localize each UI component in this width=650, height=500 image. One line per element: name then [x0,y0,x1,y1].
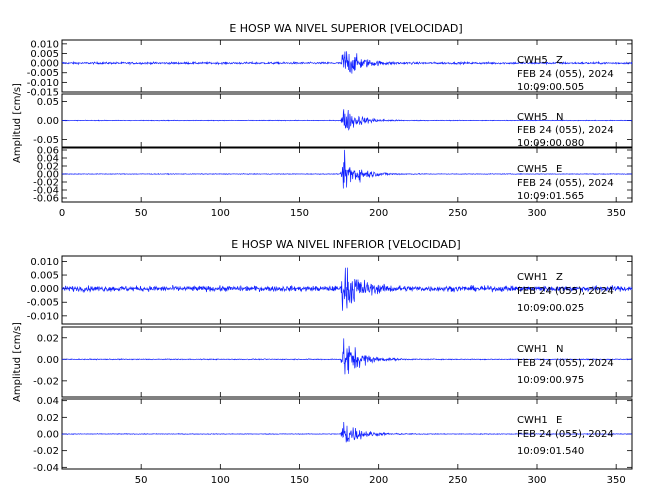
y-tick-label: -0.005 [27,298,59,309]
y-tick-label: 0.000 [30,284,59,295]
panel-frame [61,39,633,93]
x-tick-label: 350 [607,208,626,219]
y-tick-label: -0.04 [33,463,59,474]
channel-time: 10:09:01.540 [517,446,584,457]
x-tick-label: 200 [369,475,388,486]
y-tick-label: 0.00 [37,355,59,366]
y-tick-label: 0.04 [37,396,59,407]
waveform-trace [61,109,633,131]
channel-date: FEB 24 (055), 2024 [517,69,614,80]
upper-chart-title: E HOSP WA NIVEL SUPERIOR [VELOCIDAD] [229,22,462,35]
y-tick-label: -0.010 [27,78,59,89]
y-tick-label: -0.04 [33,186,59,197]
lower-x-axis-ticks: 50 100 150 200 250 300 350 [135,256,626,486]
y-tick-label: 0.00 [37,430,59,441]
channel-date: FEB 24 (055), 2024 [517,125,614,136]
channel-time: 10:09:00.505 [517,82,584,93]
upper-x-axis-ticks: 0 50 100 150 200 250 300 350 [59,40,626,219]
waveform-trace [61,51,633,74]
x-tick-label: 150 [290,208,309,219]
waveform-trace [61,149,633,189]
y-tick-label: 0.04 [37,154,59,165]
channel-date: FEB 24 (055), 2024 [517,358,614,369]
panel-cwh5-n: 0.050.00-0.05 CWH5 N FEB 24 (055), 2024 … [33,93,633,149]
channel-station: CWH1 [517,415,548,426]
x-tick-label: 50 [135,208,148,219]
channel-station: CWH5 [517,55,548,66]
channel-component: N [556,344,563,355]
panel-cwh1-n: 0.020.00-0.02 CWH1 N FEB 24 (055), 2024 … [33,326,633,398]
y-tick-label: -0.005 [27,68,59,79]
y-tick-label: 0.02 [37,162,59,173]
panel-frame [61,255,633,325]
channel-component: E [556,415,562,426]
lower-chart-title: E HOSP WA NIVEL INFERIOR [VELOCIDAD] [231,238,460,251]
channel-time: 10:09:00.080 [517,138,584,149]
channel-date: FEB 24 (055), 2024 [517,429,614,440]
channel-component: Z [556,272,563,283]
y-tick-label: 0.010 [30,39,59,50]
panel-cwh1-z: 0.010 0.005 0.000 -0.005 -0.010 CWH1 Z FEB 2… [27,255,633,325]
panel-frame [61,326,633,398]
x-tick-label: 300 [527,475,546,486]
y-tick-label: 0.05 [37,97,59,108]
y-tick-label: -0.06 [33,194,59,205]
panel-frame [61,147,633,203]
x-tick-label: 100 [211,208,230,219]
x-tick-label: 250 [448,475,467,486]
channel-time: 10:09:01.565 [517,191,584,202]
x-tick-label: 150 [290,475,309,486]
channel-time: 10:09:00.025 [517,303,584,314]
channel-time: 10:09:00.975 [517,375,584,386]
y-tick-label: -0.02 [33,446,59,457]
y-tick-label: 0.00 [37,116,59,127]
y-tick-label: 0.005 [30,271,59,282]
channel-component: Z [556,55,563,66]
channel-date: FEB 24 (055), 2024 [517,178,614,189]
waveform-trace [61,267,633,311]
y-tick-label: -0.05 [33,135,59,146]
y-tick-label: -0.02 [33,376,59,387]
y-tick-label: -0.010 [27,311,59,322]
x-tick-label: 50 [135,475,148,486]
y-tick-label: 0.02 [37,413,59,424]
x-tick-label: 350 [607,475,626,486]
channel-station: CWH5 [517,112,548,123]
panel-cwh5-e: 0.060.040.020.00-0.02-0.04-0.06 CWH5 E F… [33,146,633,205]
x-tick-label: 200 [369,208,388,219]
upper-y-axis-label: Amplitud [cm/s] [12,83,23,163]
channel-date: FEB 24 (055), 2024 [517,286,614,297]
y-tick-label: 0.00 [37,170,59,181]
channel-station: CWH1 [517,272,548,283]
x-tick-label: 250 [448,208,467,219]
y-tick-label: 0.010 [30,257,59,268]
y-tick-label: 0.06 [37,146,59,157]
x-tick-label: 300 [527,208,546,219]
channel-station: CWH1 [517,344,548,355]
lower-y-axis-label: Amplitud [cm/s] [12,322,23,402]
y-tick-label: -0.02 [33,178,59,189]
waveform-trace [61,338,633,375]
y-tick-label: -0.015 [27,88,59,99]
x-tick-label: 100 [211,475,230,486]
channel-component: E [556,164,562,175]
panel-cwh1-e: 0.04 0.02 0.00 -0.02 -0.04 CWH1 E FEB 24 (05… [33,396,633,474]
channel-component: N [556,112,563,123]
y-tick-label: 0.02 [37,333,59,344]
y-axis-ticks: 0.060.040.020.00-0.02-0.04-0.06 [33,146,632,205]
channel-station: CWH5 [517,164,548,175]
y-tick-label: 0.005 [30,49,59,60]
x-tick-label: 0 [59,208,65,219]
y-tick-label: 0.000 [30,59,59,70]
waveform-trace [61,421,633,443]
